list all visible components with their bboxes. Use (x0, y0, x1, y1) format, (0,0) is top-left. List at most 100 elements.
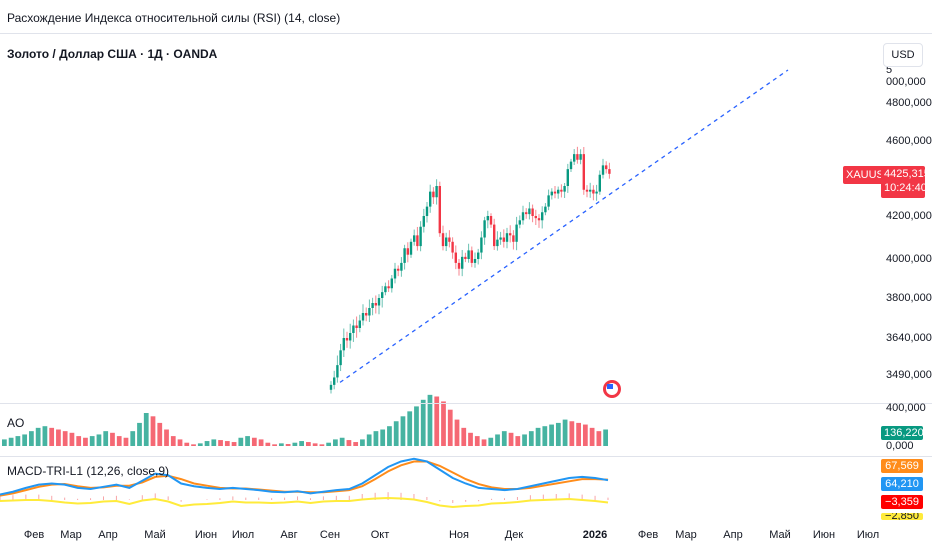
candle (329, 381, 333, 394)
flag-icon[interactable] (603, 380, 621, 398)
ao-bar (103, 431, 109, 446)
candle (550, 188, 553, 200)
time-label: Ноя (448, 529, 470, 541)
candle (349, 323, 352, 349)
time-label: Фев (637, 529, 659, 541)
candle (518, 215, 521, 229)
candle (553, 186, 557, 199)
time-label: Май (769, 529, 791, 541)
ao-bar (265, 442, 271, 446)
ao-bar (272, 444, 277, 446)
candle (531, 204, 534, 223)
ao-bar (299, 441, 304, 446)
ao-bar (441, 401, 446, 446)
ao-bar (157, 422, 163, 446)
ao-bar (35, 427, 41, 446)
time-label: Мар (60, 529, 82, 541)
candle (515, 216, 518, 251)
ao-bar (116, 436, 122, 446)
price-tick: 3800,000 (886, 292, 932, 304)
candle (464, 252, 467, 263)
ao-bar (522, 434, 527, 446)
candle (461, 249, 464, 277)
symbol-title[interactable]: Золото / Доллар США · 1Д · OANDA (7, 47, 218, 61)
candle (339, 343, 342, 372)
candle (406, 242, 409, 263)
ao-bar (170, 436, 176, 446)
candle (569, 158, 573, 172)
candle (585, 185, 589, 198)
ao-bar (197, 443, 203, 446)
candle (473, 252, 477, 268)
ao-bar (238, 437, 244, 446)
ao-bar (555, 422, 561, 446)
candle (374, 295, 377, 314)
last-price-tag: 4425,315 10:24:40 (881, 166, 930, 198)
macd-value-tag: 67,569 (881, 459, 923, 473)
ao-bar (400, 416, 406, 446)
time-label: Июл (231, 529, 255, 541)
ao-bar (468, 432, 473, 446)
ao-bar (508, 432, 514, 446)
time-label: Июн (194, 529, 218, 541)
ao-bar (346, 440, 352, 446)
candle (448, 230, 451, 248)
ao-bar (204, 441, 210, 446)
candle (451, 237, 454, 259)
ao-bar (123, 437, 129, 446)
ao-bar (582, 424, 588, 446)
ao-bar (387, 426, 392, 446)
candle (365, 307, 368, 322)
candle (416, 226, 419, 251)
ao-bar (76, 436, 82, 446)
candle (345, 331, 349, 348)
price-tick: 4600,000 (886, 135, 932, 147)
ao-bar (447, 409, 453, 446)
ao-bar (454, 419, 460, 446)
candle (435, 179, 438, 205)
ao-bar (49, 427, 55, 446)
candle (592, 185, 595, 201)
candle (336, 355, 339, 383)
pane-separator[interactable] (0, 456, 932, 457)
bar-countdown: 10:24:40 (884, 182, 927, 194)
time-label: Июл (856, 529, 880, 541)
candle (521, 205, 525, 225)
candle (358, 314, 361, 333)
candle (486, 210, 489, 229)
currency-button[interactable]: USD (883, 43, 923, 67)
candle (368, 299, 371, 322)
candle (525, 208, 528, 219)
candle (342, 328, 345, 357)
candle (579, 149, 582, 165)
ao-bar (89, 436, 95, 446)
candle (601, 158, 605, 179)
ao-bar (110, 432, 115, 446)
ao-bar (137, 422, 142, 446)
ao-bar (231, 442, 237, 446)
ao-bar (56, 429, 61, 446)
ao-value-tag: 136,220 (881, 426, 924, 440)
candle (355, 316, 358, 338)
candle (537, 214, 541, 228)
candle (454, 245, 457, 270)
candle (509, 225, 512, 243)
rsi-indicator-title[interactable]: Расхождение Индекса относительной силы (… (7, 11, 341, 25)
candle (547, 189, 550, 211)
ao-bar (360, 439, 365, 446)
candle (419, 221, 422, 252)
ao-bar (481, 439, 487, 446)
ao-bar (184, 442, 190, 446)
pane-separator[interactable] (0, 403, 932, 404)
ao-bar (528, 431, 534, 446)
ao-title[interactable]: AO (7, 416, 25, 430)
candle (381, 285, 384, 308)
ao-bar (414, 406, 419, 446)
ao-bar (515, 436, 521, 446)
price-tick: 5 000,000 (886, 64, 926, 88)
price-tick: 3640,000 (886, 332, 932, 344)
macd-title[interactable]: MACD-TRI-L1 (12,26, close,9) (7, 464, 170, 478)
signal-value-tag: 64,210 (881, 477, 923, 491)
ao-bar (292, 442, 298, 446)
